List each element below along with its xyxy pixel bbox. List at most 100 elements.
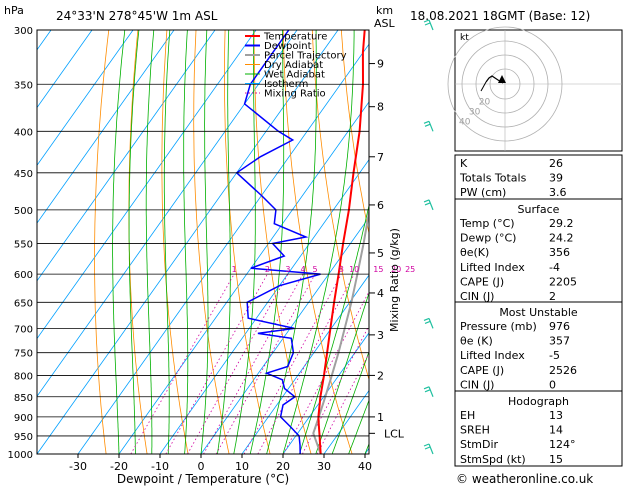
wind-barb: [423, 317, 434, 329]
table-row-label: CAPE (J): [460, 275, 504, 288]
mixing-ratio-label: 10: [349, 265, 359, 274]
table-row-label: K: [460, 157, 468, 170]
isotherm-line: [159, 158, 369, 454]
isotherm-line: [37, 30, 175, 224]
mixing-ratio-label: 8: [339, 265, 344, 274]
y-axis-label: Mixing Ratio (g/kg): [388, 228, 401, 332]
table-row-label: StmSpd (kt): [460, 453, 526, 466]
x-axis-label: Dewpoint / Temperature (°C): [117, 472, 289, 486]
table-row-value: 357: [549, 335, 570, 348]
plot-area: [37, 30, 369, 454]
hodograph-tail: [480, 81, 487, 92]
height-tick-label: 4: [377, 287, 384, 300]
pressure-tick-label: 1000: [8, 450, 33, 461]
temperature-tick-label: 10: [235, 460, 249, 473]
legend-entry: Parcel Trajectory: [264, 51, 347, 62]
table-row-value: 356: [549, 246, 570, 259]
pressure-tick-label: 300: [14, 26, 33, 37]
table-box: [454, 390, 623, 467]
temperature-tick-label: -10: [151, 460, 169, 473]
table-row-label: Dewp (°C): [460, 232, 516, 245]
hodograph-trace: [480, 75, 506, 92]
legend-entry: Temperature: [263, 32, 327, 43]
table-row-label: CAPE (J): [460, 364, 504, 377]
table-row-value: 29.2: [549, 217, 574, 230]
temperature-tick-label: -20: [110, 460, 128, 473]
height-tick-label: 3: [377, 329, 384, 342]
table-row-label: CIN (J): [460, 290, 494, 303]
temperature-tick-label: 40: [358, 460, 372, 473]
legend-entry: Wet Adiabat: [264, 70, 325, 81]
pressure-tick-label: 800: [14, 371, 33, 382]
height-tick-label: LCL: [384, 427, 405, 440]
table-row-value: 3.6: [549, 186, 567, 199]
table-row-value: 13: [549, 409, 563, 422]
wet-adiabat-line: [348, 399, 369, 454]
pressure-tick-label: 750: [14, 349, 33, 360]
temperature-line: [317, 30, 366, 454]
isotherm-line: [200, 216, 369, 454]
table-row-value: 24.2: [549, 232, 574, 245]
table-row-label: Totals Totals: [459, 172, 527, 185]
pressure-tick-label: 550: [14, 240, 33, 251]
mixing-ratio-label: 25: [405, 265, 415, 274]
pressure-tick-label: 350: [14, 80, 33, 91]
table-row-label: Pressure (mb): [460, 320, 537, 333]
mixing-ratio-label: 20: [391, 265, 401, 274]
wind-barb: [423, 386, 434, 397]
table-row-label: StmDir: [460, 438, 499, 451]
datetime-title: 18.08.2021 18GMT (Base: 12): [410, 9, 590, 23]
hodograph-ring-label: 20: [479, 98, 491, 108]
height-tick-label: 9: [377, 58, 384, 71]
table-row-value: 124°: [549, 438, 576, 451]
table-row-label: Lifted Index: [460, 349, 525, 362]
temperature-tick-label: 0: [198, 460, 205, 473]
table-row-label: θe (K): [460, 335, 493, 348]
isotherm-line: [241, 274, 369, 454]
isotherm-line: [37, 30, 93, 109]
wind-barb: [423, 443, 434, 455]
mixing-ratio-labels: 1 2 3 4 5 8 10 15 20 25: [232, 265, 416, 274]
table-row-value: 15: [549, 453, 563, 466]
height-tick-label: 2: [377, 369, 384, 382]
wind-barb: [423, 19, 434, 31]
height-tick-label: 6: [377, 199, 384, 212]
legend-entry: Dewpoint: [264, 41, 312, 52]
mixing-ratio-line: [130, 273, 235, 454]
legend-entry: Mixing Ratio: [264, 89, 326, 100]
location-title: 24°33'N 278°45'W 1m ASL: [56, 9, 218, 23]
hodograph-ring-label: 40: [459, 117, 471, 127]
legend-entry: Dry Adiabat: [264, 60, 323, 71]
table-row-value: 39: [549, 172, 563, 185]
temperature-tick-labels: -30 -20 -10 0 10 20 30 40: [69, 454, 372, 473]
hodograph-ring-label: 30: [469, 107, 481, 117]
mixing-ratio-label: 5: [313, 265, 318, 274]
isotherm-line: [37, 30, 134, 166]
credit: © weatheronline.co.uk: [456, 472, 593, 486]
table-row-label: PW (cm): [460, 186, 506, 199]
legend-entry: Isotherm: [264, 79, 308, 90]
indices-table: K 26 Totals Totals 39 PW (cm) 3.6 SurfaceTemp …: [454, 154, 623, 467]
temperature-tick-label: 30: [317, 460, 331, 473]
mixing-ratio-label: 15: [373, 265, 383, 274]
table-row-label: SREH: [460, 424, 490, 437]
table-row-label: θe(K): [460, 246, 489, 259]
isotherm-line: [282, 332, 369, 454]
pressure-tick-label: 600: [14, 270, 33, 281]
isotherm-line: [77, 43, 369, 454]
dry-adiabat-line: [340, 30, 369, 236]
height-unit-bottom: ASL: [374, 17, 396, 30]
pressure-tick-labels: 300 350 400 450 500 550 600 650 700 750 800 850 900 9…: [8, 26, 33, 461]
table-section-title: Surface: [518, 203, 560, 216]
wet-adiabat-line: [331, 350, 369, 454]
pressure-unit: hPa: [4, 4, 24, 17]
height-tick-label: 5: [377, 247, 384, 260]
pressure-tick-label: 450: [14, 169, 33, 180]
temperature-tick-label: -30: [69, 460, 87, 473]
table-row-value: 2526: [549, 364, 577, 377]
height-tick-label: 7: [377, 151, 384, 164]
